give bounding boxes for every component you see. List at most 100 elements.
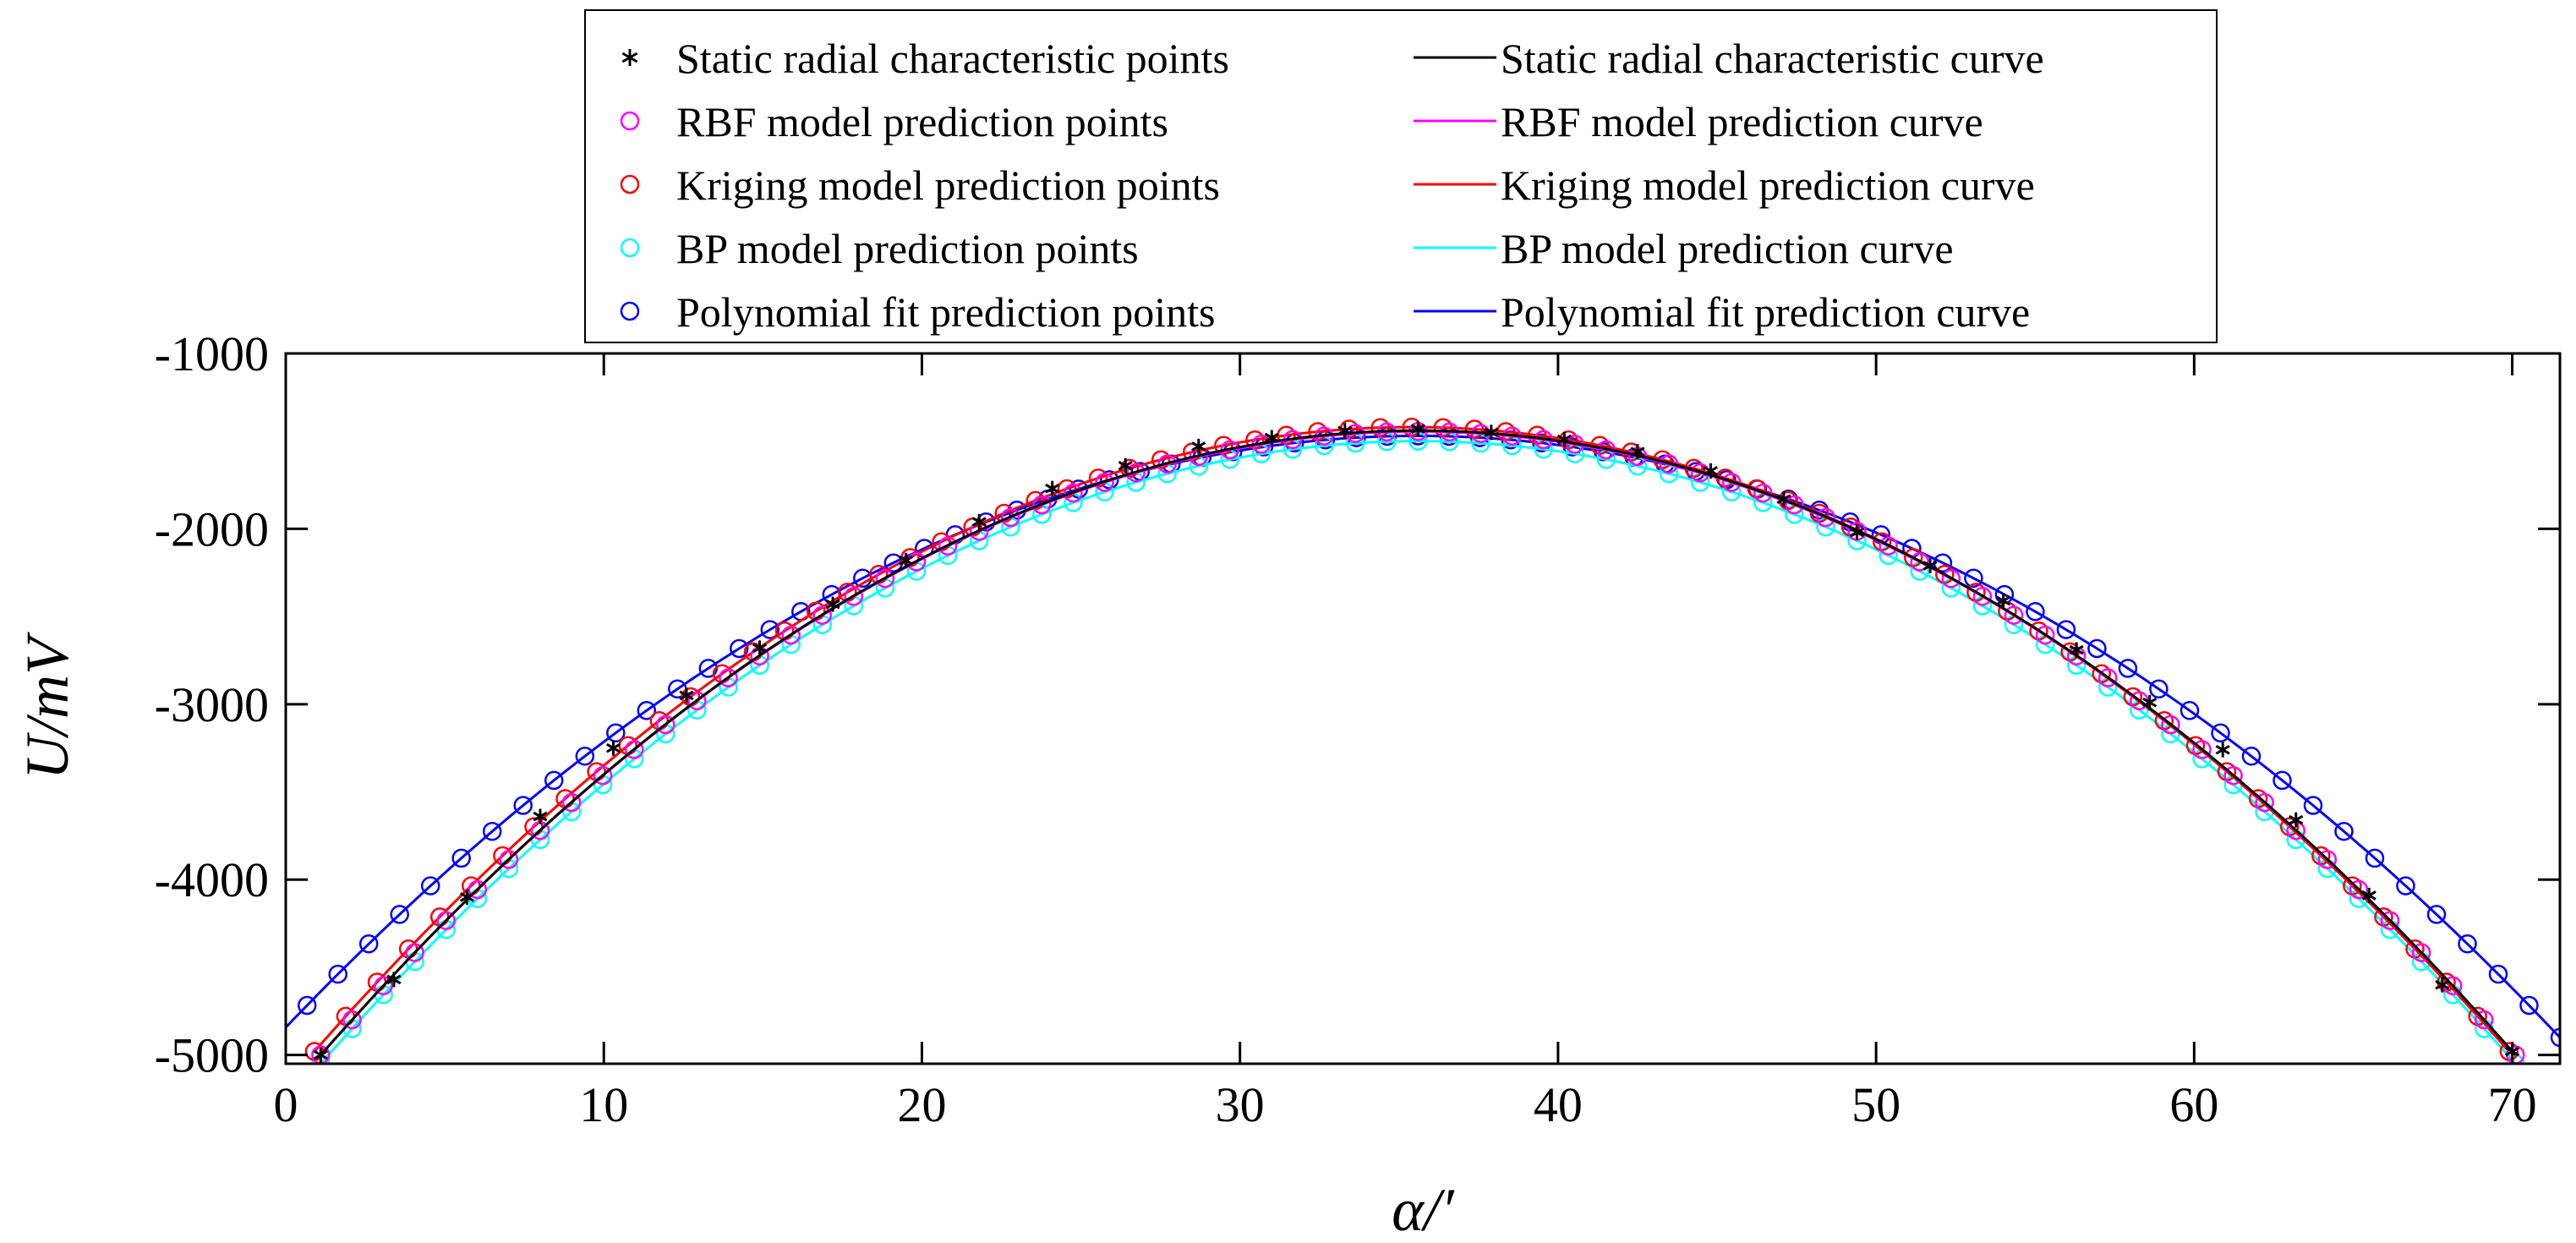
legend-curve-label: Kriging model prediction curve [1501,162,2035,209]
legend-points-label: Polynomial fit prediction points [676,288,1215,336]
series-point [656,715,675,735]
series-point [405,943,424,962]
series-point [1126,463,1146,483]
legend-row: Static radial characteristic points Stati… [621,35,2044,82]
static-point [386,972,402,988]
series-point [1879,536,1898,556]
static-point [1996,593,2011,609]
series-point [2097,668,2118,687]
static-point [1264,430,1279,446]
series-point [2317,850,2338,869]
series-point [812,605,832,625]
series-point [2223,765,2243,786]
series-point [2396,876,2415,895]
series-point [637,701,657,720]
series-point [760,620,780,639]
static-point [2069,642,2084,658]
static-point [313,1047,328,1063]
series-point [938,536,958,556]
series-point [2255,792,2274,813]
series-point [687,691,707,710]
series-point [2192,740,2212,759]
y-tick-label: -1000 [155,326,269,381]
static-point [1630,444,1645,460]
static-point [679,687,694,704]
static-point [2215,742,2230,758]
legend-marker-icon [620,301,640,321]
legend-points-label: Kriging model prediction points [676,162,1220,209]
y-tick-label: -3000 [155,677,269,732]
static-point [899,552,914,568]
series-point [358,934,379,954]
axis-ticks: 0 10 20 30 40 50 60 70 -1000 -2000 -3000 -4000 -5000 [155,326,2560,1132]
series-point [606,723,626,743]
axes-box [284,352,2562,1065]
x-tick-label: 10 [579,1077,628,1132]
static-point [971,514,987,530]
static-point [1410,421,1425,437]
static-point [1922,557,1938,573]
y-tick-label: -5000 [155,1028,269,1083]
series-point [2349,879,2369,900]
series-point [513,796,533,815]
series-point [544,770,564,791]
legend-row: RBF model prediction points RBF model pre… [620,98,1983,145]
series-point [2004,605,2024,625]
series-point [342,1010,362,1030]
series-point [451,848,471,868]
series-point [420,876,440,895]
static-point [1484,424,1499,441]
static-point [752,640,768,656]
series-point [1157,454,1177,474]
series-point [1753,483,1773,503]
series-point [2241,747,2262,766]
series-point [1816,507,1835,528]
legend-curve-label: RBF model prediction curve [1501,98,1983,145]
static-point [2361,887,2376,903]
legend-points-label: Static radial characteristic points [676,35,1229,82]
series-point [2161,715,2180,735]
static-point [1703,463,1719,479]
series-point [374,976,393,996]
series-point [2380,911,2400,930]
series-point [1659,454,1679,474]
legend-row: Polynomial fit prediction points Polynomi… [620,288,2030,336]
series-point [2026,602,2045,622]
series-point [575,747,595,766]
legend-marker-icon [620,174,640,194]
series-point [719,668,738,687]
x-tick-label: 40 [1534,1077,1583,1132]
legend-marker-icon [621,49,638,66]
series-point [2458,934,2477,954]
static-points [313,421,2520,1063]
static-point [1045,480,1060,496]
static-point [2435,977,2450,993]
static-point [1118,457,1133,474]
series-point [2149,679,2169,699]
x-tick-label: 0 [274,1077,298,1132]
series-point [1785,495,1804,515]
series-point [561,792,582,813]
series-point [2411,943,2431,962]
series-curve [320,440,2517,1064]
series-point [1964,568,1983,589]
static-point [533,808,548,824]
series-point [2211,723,2230,743]
static-point [1556,431,1572,447]
legend-row: Kriging model prediction points Kriging m… [620,162,2035,209]
series-point [499,850,519,869]
series-point [1001,507,1020,528]
series-point [1095,473,1114,492]
legend-marker-icon [620,111,640,131]
series-point [2334,821,2354,841]
plot-area [286,417,2560,1064]
series-point [1064,483,1083,503]
series-point [2118,659,2138,678]
series-point [730,638,749,659]
series-point [2550,1027,2560,1048]
series-3 [311,431,2525,1064]
series-point [328,964,347,984]
static-point [605,740,621,756]
static-point [2289,812,2304,828]
